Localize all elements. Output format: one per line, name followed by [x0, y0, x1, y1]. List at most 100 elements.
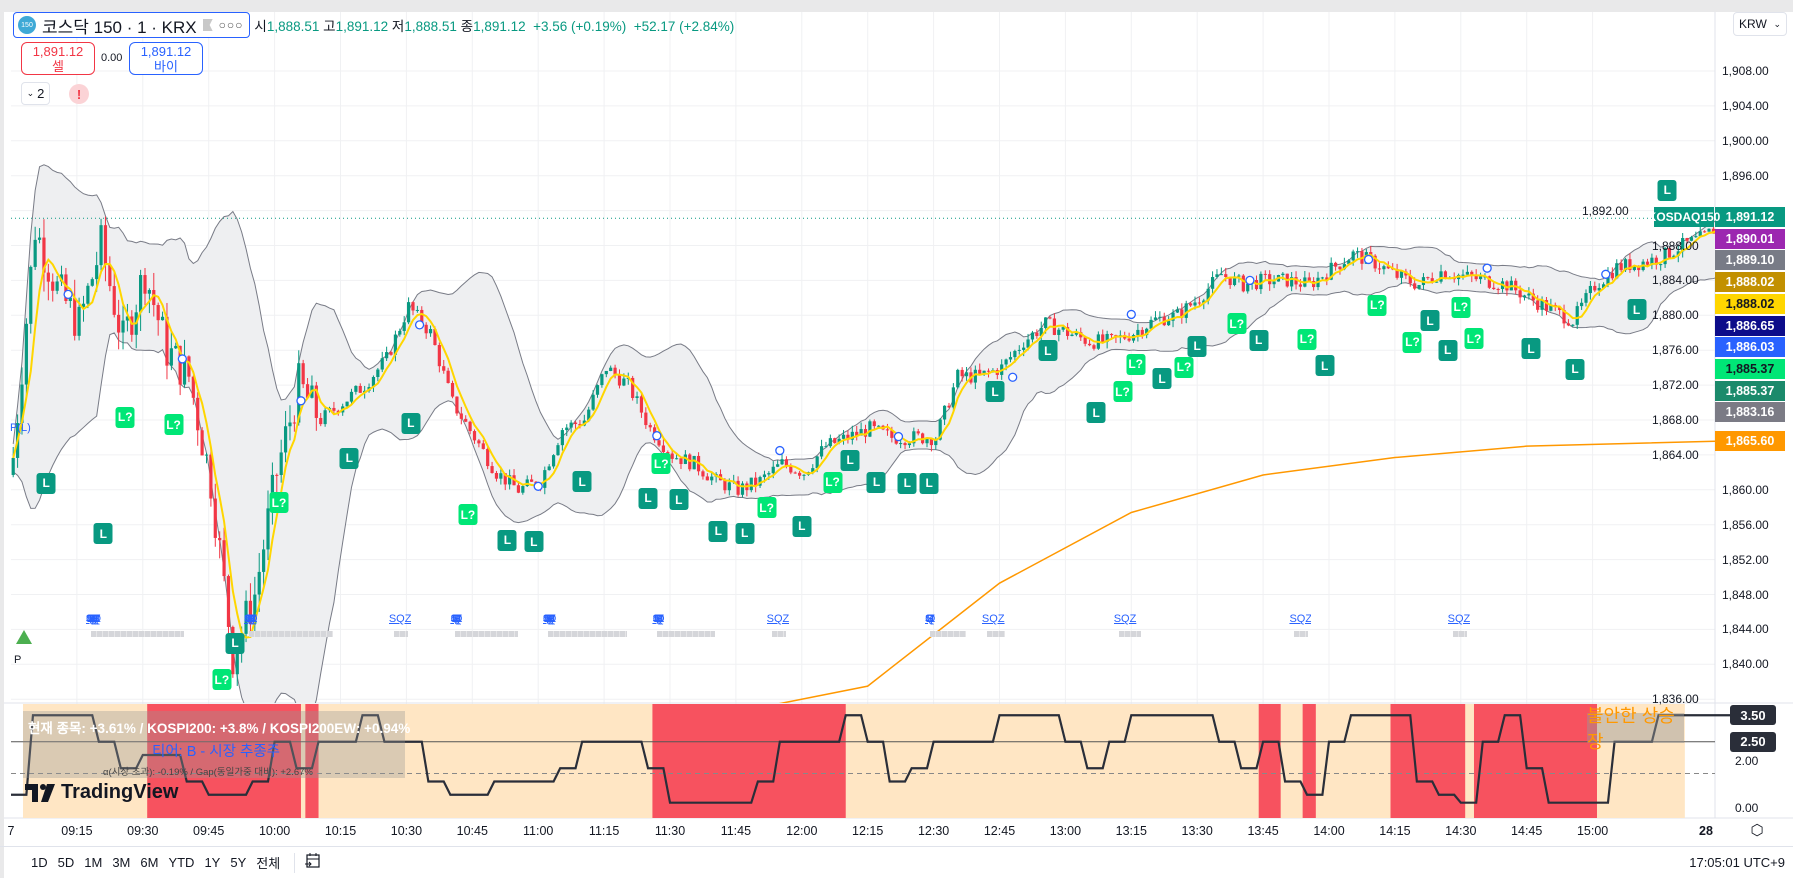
candle-body [916, 431, 920, 434]
candle-body [1426, 277, 1430, 279]
calendar-goto-icon[interactable] [304, 852, 322, 873]
price-tick: 1,888.00 [1652, 238, 1699, 253]
candle-body [929, 439, 934, 446]
candle-body [1105, 333, 1109, 342]
candle-body [1017, 349, 1021, 351]
candle-body [1676, 251, 1680, 256]
range-1d[interactable]: 1D [31, 855, 48, 870]
candle-body [1632, 265, 1636, 271]
candle-body [226, 576, 231, 627]
clock[interactable]: 17:05:01 UTC+9 [1689, 855, 1785, 870]
candle-body [1347, 260, 1351, 265]
candle-body [68, 297, 72, 301]
buy-button[interactable]: 1,891.12 바이 [129, 42, 203, 75]
time-tick: 11:15 [588, 824, 620, 838]
settings-icon[interactable]: ⬡ [1750, 822, 1764, 839]
candle-body [508, 475, 512, 485]
range-1y[interactable]: 1Y [204, 855, 221, 870]
range-all[interactable]: 전체 [256, 856, 281, 871]
candle-body [1478, 276, 1483, 280]
range-6m[interactable]: 6M [140, 855, 159, 870]
candle-body [784, 459, 789, 466]
time-tick: 15:00 [1576, 824, 1609, 838]
range-5d[interactable]: 5D [57, 855, 75, 870]
signal-l-question-marker: L? [115, 406, 135, 428]
price-tick: 1,860.00 [1722, 482, 1769, 497]
candle-body [1628, 259, 1632, 271]
candle-body [543, 470, 547, 488]
band-touch-marker [652, 431, 662, 441]
candle-body [569, 422, 573, 428]
sqz-bar [1118, 631, 1142, 637]
candle-body [147, 290, 151, 294]
signal-l-marker: L [638, 487, 658, 509]
candle-body [29, 266, 33, 324]
candle-body [591, 394, 595, 410]
range-3m[interactable]: 3M [112, 855, 131, 870]
signal-l-marker: L [401, 412, 421, 434]
candle-body [1030, 332, 1035, 340]
collapse-indicators-button[interactable]: ⌄ 2 [21, 82, 50, 105]
candle-body [117, 314, 121, 333]
candle-body [1395, 269, 1399, 278]
buy-label: 바이 [154, 59, 178, 74]
candle-body [1487, 276, 1491, 288]
candle-body [1663, 248, 1667, 265]
candle-body [635, 396, 639, 398]
candle-body [1645, 261, 1650, 265]
band-touch-marker [296, 396, 306, 406]
signal-l-question-marker: L? [458, 504, 478, 526]
band-touch-marker [63, 289, 73, 300]
candle-body [868, 421, 872, 437]
candle-body [472, 431, 477, 441]
signal-l-marker: L [524, 531, 544, 553]
band-touch-marker [1482, 263, 1492, 273]
more-icon[interactable]: ○○○ [218, 18, 244, 32]
candle-body [986, 370, 991, 372]
candle-body [1606, 272, 1610, 285]
range-ytd[interactable]: YTD [168, 855, 195, 870]
signal-l-marker: L [669, 489, 689, 511]
tradingview-logo[interactable]: TradingView [25, 781, 178, 804]
ma-short-line [12, 230, 1715, 639]
candle-body [349, 391, 354, 402]
candle-body [938, 419, 942, 440]
range-5y[interactable]: 5Y [230, 855, 247, 870]
candle-body [244, 600, 248, 634]
sqz-bar [1294, 631, 1309, 637]
bottom-toolbar: 1D 5D 1M 3M 6M YTD 1Y 5Y 전체 [0, 846, 1793, 878]
candle-body [253, 594, 257, 624]
candle-body [960, 369, 964, 377]
regime-red-zone [1302, 704, 1316, 818]
symbol-selector[interactable]: 150 코스닥 150 · 1 · KRX ○○○ [13, 12, 251, 38]
ma-long-line [778, 440, 1715, 703]
signal-l-question-marker: L? [1297, 328, 1317, 350]
candle-body [674, 458, 679, 460]
candle-body [1022, 347, 1026, 350]
sqz-label: SQZSQZ [924, 613, 935, 625]
time-tick: 10:00 [258, 824, 291, 838]
candle-body [978, 369, 982, 374]
candle-body [257, 571, 261, 595]
candle-body [130, 316, 134, 335]
flag-icon[interactable] [202, 19, 213, 31]
currency-select[interactable]: KRW ⌄ [1733, 12, 1787, 36]
candle-body [11, 457, 15, 475]
price-chart[interactable] [0, 0, 1793, 846]
sqz-bar [393, 631, 408, 637]
candle-body [1140, 329, 1144, 336]
signal-l-marker: L [1438, 339, 1458, 361]
market-regime-label: 불안한 상승장 [1587, 706, 1684, 752]
candle-body [1320, 277, 1325, 279]
chevron-down-icon: ⌄ [26, 88, 35, 98]
candle-body [648, 425, 652, 428]
sell-button[interactable]: 1,891.12 셀 [21, 42, 95, 75]
range-1m[interactable]: 1M [84, 855, 103, 870]
candle-body [894, 437, 898, 444]
band-touch-marker [1008, 372, 1018, 382]
alert-icon[interactable]: ! [69, 84, 89, 104]
candle-body [885, 429, 890, 431]
candle-body [1215, 274, 1219, 278]
candle-body [450, 383, 455, 397]
price-tick: 1,884.00 [1652, 273, 1699, 288]
